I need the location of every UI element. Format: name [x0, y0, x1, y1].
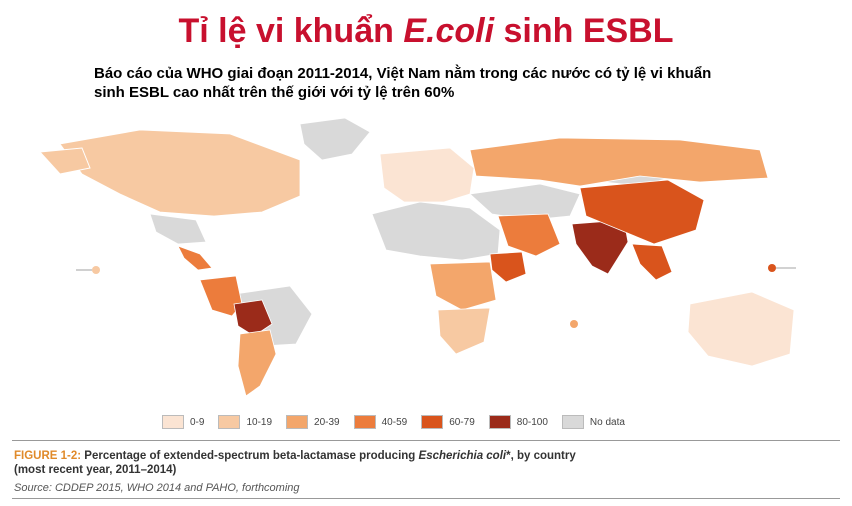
legend-item: 60-79	[421, 415, 475, 429]
legend-swatch	[421, 415, 444, 429]
legend-item: 20-39	[286, 415, 340, 429]
region-europe[interactable]	[379, 147, 475, 203]
legend-item: 80-100	[488, 415, 548, 429]
caption-text-2: *, by country	[506, 450, 576, 462]
region-argentina[interactable]	[237, 329, 277, 397]
region-china[interactable]	[579, 179, 705, 245]
region-middle-east[interactable]	[497, 213, 561, 257]
legend-label: 80-100	[516, 416, 548, 428]
legend-label: 0-9	[190, 416, 205, 428]
legend-swatch	[488, 415, 511, 429]
title-suffix: sinh ESBL	[494, 12, 674, 50]
legend-swatch	[218, 415, 241, 429]
island-marker-hawaii	[92, 266, 100, 274]
legend-label: No data	[589, 416, 625, 428]
subtitle-line-2: sinh ESBL cao nhất trên thế giới với tỷ …	[94, 84, 455, 101]
island-marker-pacific	[768, 264, 776, 272]
legend-label: 40-59	[381, 416, 408, 428]
caption-divider	[12, 440, 840, 441]
title-emphasis: E.coli	[403, 12, 495, 50]
island-marker-indian-ocean	[570, 320, 578, 328]
title-prefix: Tỉ lệ vi khuẩn	[178, 12, 404, 50]
legend-item: 10-19	[218, 415, 272, 429]
region-bolivia[interactable]	[233, 299, 273, 337]
mexico-south	[149, 213, 207, 245]
region-africa-central[interactable]	[429, 261, 497, 311]
world-map	[38, 117, 796, 397]
caption-organism: Escherichia coli	[418, 450, 507, 462]
legend-item: No data	[561, 415, 625, 429]
region-ethiopia[interactable]	[489, 251, 527, 283]
region-north-america[interactable]	[59, 129, 301, 217]
legend-item: 0-9	[162, 415, 204, 429]
source-note: Source: CDDEP 2015, WHO 2014 and PAHO, f…	[14, 482, 300, 494]
africa-north	[371, 201, 501, 261]
figure-caption: FIGURE 1-2: Percentage of extended-spect…	[14, 449, 834, 477]
region-southeast-asia[interactable]	[631, 243, 673, 281]
legend-swatch	[561, 415, 584, 429]
map-legend: 0-9 10-19 20-39 40-59 60-79 80-100 No data	[162, 414, 639, 430]
region-australia[interactable]	[687, 291, 795, 367]
legend-label: 20-39	[314, 416, 340, 428]
legend-item: 40-59	[353, 415, 408, 429]
region-central-america[interactable]	[177, 245, 213, 271]
greenland	[299, 117, 371, 161]
page-title: Tỉ lệ vi khuẩn E.coli sinh ESBL	[0, 12, 852, 51]
region-russia[interactable]	[469, 137, 769, 187]
subtitle: Báo cáo của WHO giai đoạn 2011-2014, Việ…	[94, 64, 824, 102]
subtitle-line-1: Báo cáo của WHO giai đoạn 2011-2014, Việ…	[94, 65, 712, 82]
legend-swatch	[286, 415, 309, 429]
legend-swatch	[162, 415, 184, 429]
central-asia	[469, 183, 581, 221]
region-alaska[interactable]	[38, 147, 91, 175]
caption-line-2: (most recent year, 2011–2014)	[14, 464, 177, 476]
legend-label: 10-19	[246, 416, 273, 428]
region-southern-africa[interactable]	[437, 307, 491, 355]
caption-text: Percentage of extended-spectrum beta-lac…	[81, 450, 419, 462]
figure-label: FIGURE 1-2:	[14, 450, 82, 462]
bottom-divider	[12, 498, 840, 499]
legend-swatch	[353, 415, 376, 429]
legend-label: 60-79	[449, 416, 475, 428]
